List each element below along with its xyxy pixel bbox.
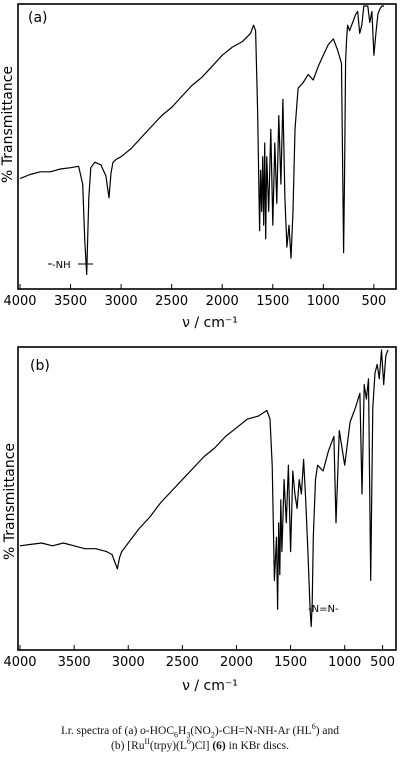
figure-caption: I.r. spectra of (a) o-HOC6H3(NO2)-CH=N-N… — [0, 722, 400, 754]
caption-subscript: 6 — [174, 730, 179, 740]
panel-a: (a) % Transmittance ν / cm⁻¹ 4000 3500 300… — [0, 3, 397, 331]
x-tick-label: 3500 — [54, 294, 87, 309]
caption-text: in KBr discs. — [225, 740, 289, 752]
caption-text: I.r. spectra of (a) — [60, 725, 141, 737]
caption-subscript: 3 — [186, 730, 191, 740]
x-tick-label: 3000 — [105, 294, 138, 309]
panel-a-spectrum-line — [19, 5, 384, 276]
x-tick-label: 500 — [361, 294, 386, 309]
caption-bold: (6) — [212, 740, 226, 752]
panel-b-ylabel: % Transmittance — [2, 443, 18, 560]
x-tick-label: 2500 — [155, 294, 188, 309]
panel-b-xlabel: ν / cm⁻¹ — [182, 678, 238, 694]
panel-b-spectrum-line — [19, 349, 389, 628]
x-tick-label: 2500 — [166, 655, 199, 670]
x-tick-label: 1000 — [307, 294, 340, 309]
caption-text: o — [140, 725, 146, 737]
x-tick-label: 1500 — [256, 294, 289, 309]
caption-line-2: (b) [RuII(trpy)(L6)Cl] (6) in KBr discs. — [0, 737, 400, 754]
panel-a-xlabel: ν / cm⁻¹ — [182, 315, 238, 331]
panel-b-axis: 4000 3500 3000 2500 2000 1500 1000 500 — [3, 645, 395, 670]
caption-superscript: 6 — [311, 722, 316, 732]
panel-b-annotation-nn: -N=N- — [308, 604, 339, 615]
caption-line-1: I.r. spectra of (a) o-HOC6H3(NO2)-CH=N-N… — [0, 722, 400, 740]
panel-a-frame — [17, 3, 397, 290]
x-tick-label: 3500 — [58, 655, 91, 670]
panel-b-frame — [17, 346, 397, 651]
caption-text: ) and — [315, 725, 339, 737]
panel-a-ylabel: % Transmittance — [0, 66, 16, 183]
panel-a-label: (a) — [28, 10, 48, 26]
panel-a-nh-annotation: -NH — [48, 258, 93, 271]
x-tick-label: 1500 — [274, 655, 307, 670]
x-tick-label: 1000 — [328, 655, 361, 670]
caption-text: )Cl] — [190, 740, 213, 752]
caption-text: (trpy)(L — [149, 740, 187, 752]
caption-text: )-CH=N-NH-Ar (HL — [214, 725, 312, 737]
caption-text: (b) [Ru — [111, 740, 145, 752]
x-tick-label: 4000 — [3, 655, 36, 670]
panel-a-annotation-nh: -NH — [52, 260, 71, 271]
x-tick-label: 2000 — [220, 655, 253, 670]
x-tick-label: 500 — [370, 655, 395, 670]
caption-text: H — [178, 725, 187, 737]
caption-superscript: 6 — [186, 737, 191, 747]
caption-text: (NO — [190, 725, 211, 737]
panel-b: (b) % Transmittance ν / cm⁻¹ 4000 3500 300… — [2, 346, 397, 694]
x-tick-label: 3000 — [112, 655, 145, 670]
caption-text: -HOC — [145, 725, 175, 737]
caption-superscript: II — [144, 737, 150, 747]
panel-b-label: (b) — [30, 358, 50, 374]
x-tick-label: 4000 — [3, 294, 36, 309]
panel-a-axis: 4000 3500 3000 2500 2000 1500 1000 500 — [3, 284, 386, 309]
x-tick-label: 2000 — [206, 294, 239, 309]
caption-subscript: 2 — [210, 730, 215, 740]
